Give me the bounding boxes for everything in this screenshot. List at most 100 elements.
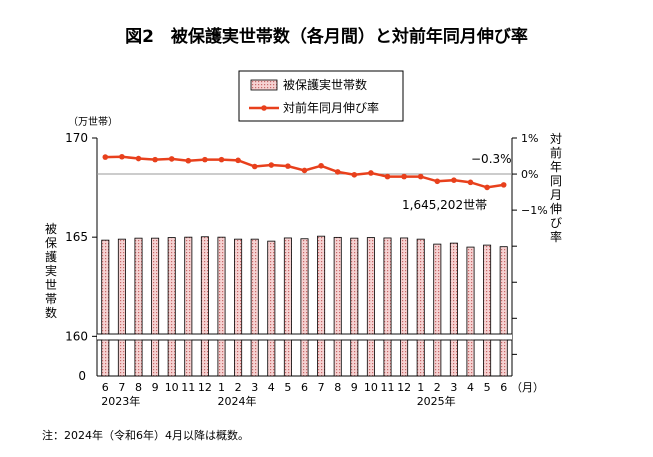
bar-4 (167, 237, 176, 377)
rate-point-9 (251, 163, 258, 170)
bar-5 (184, 236, 193, 377)
bar-24 (499, 246, 508, 377)
rate-point-12 (301, 167, 308, 174)
x-tick-label: 6 (500, 381, 507, 394)
right-axis-title-char: 対 (550, 132, 562, 146)
x-year-label: 2023年 (101, 394, 140, 408)
x-year-label: 2025年 (417, 394, 456, 408)
legend-line-marker (261, 105, 267, 111)
x-tick-label: 1 (218, 381, 225, 394)
right-axis-title-char: 前 (550, 145, 562, 160)
rate-point-0 (102, 154, 109, 160)
x-tick-label: 5 (284, 381, 291, 394)
right-axis-tick-label: 1% (521, 132, 538, 145)
bar-9 (250, 238, 259, 377)
x-tick-label: 9 (351, 381, 358, 394)
left-axis-tick-label: 160 (65, 329, 88, 343)
right-axis-title-char: 年 (550, 160, 562, 174)
bar-11 (283, 237, 292, 377)
bar-3 (151, 237, 160, 377)
left-axis-title-char: 護 (45, 249, 57, 264)
x-tick-label: 3 (450, 381, 457, 394)
x-tick-label: 4 (467, 381, 474, 394)
right-axis-title-char: 伸 (550, 202, 562, 216)
x-tick-label: 6 (301, 381, 308, 394)
x-tick-label: 8 (135, 381, 142, 394)
right-axis-title-char: 同 (550, 174, 562, 188)
bar-1 (117, 238, 126, 377)
legend-bar-swatch (250, 79, 278, 91)
rate-point-22 (467, 179, 474, 186)
bar-23 (483, 244, 492, 377)
left-axis-tick-label: 165 (65, 230, 88, 244)
bar-19 (416, 238, 425, 377)
rate-point-3 (152, 156, 158, 163)
x-tick-label: 5 (484, 381, 491, 394)
rate-point-24 (500, 182, 507, 188)
x-tick-label: 12 (198, 381, 212, 394)
bar-0 (101, 239, 110, 377)
rate-point-23 (484, 184, 490, 191)
left-axis-title-char: 帯 (45, 292, 57, 306)
left-axis-title-char: 被 (45, 222, 57, 236)
x-tick-label: 11 (181, 381, 195, 394)
x-tick-label: 6 (102, 381, 109, 394)
x-year-label: 2024年 (218, 394, 257, 408)
right-axis-tick-label: −1% (521, 204, 548, 217)
x-tick-label: 3 (251, 381, 258, 394)
x-tick-label: 7 (118, 381, 125, 394)
x-tick-label: 9 (152, 381, 159, 394)
rate-point-20 (434, 178, 441, 185)
x-tick-label: 2 (434, 381, 441, 394)
left-axis-title-char: 数 (45, 305, 57, 320)
bar-break-gap (98, 334, 511, 340)
bar-10 (267, 240, 276, 377)
left-axis-tick-label: 170 (65, 131, 88, 145)
right-axis-tick-label: 0% (521, 168, 538, 181)
rate-point-21 (451, 177, 457, 183)
rate-point-1 (119, 153, 125, 160)
rate-point-15 (351, 171, 358, 178)
bar-6 (200, 236, 209, 377)
x-tick-label: 7 (318, 381, 325, 394)
left-axis-title-char: 保 (45, 236, 57, 250)
bar-8 (234, 238, 243, 377)
left-axis-title: 被保護実世帯数 (45, 222, 57, 320)
rate-point-18 (401, 173, 407, 180)
legend: 被保護実世帯数 対前年同月伸び率 (238, 70, 404, 122)
bar-17 (383, 237, 392, 377)
bar-14 (333, 236, 342, 377)
annotation-last-rate: −0.3% (471, 152, 512, 166)
rate-point-16 (368, 170, 374, 176)
legend-line-label: 対前年同月伸び率 (283, 100, 379, 115)
rate-point-4 (168, 156, 175, 162)
bar-2 (134, 237, 143, 377)
bar-7 (217, 236, 226, 377)
legend-bar-label: 被保護実世帯数 (283, 77, 367, 92)
x-tick-label: 4 (268, 381, 275, 394)
rate-point-11 (285, 163, 291, 169)
rate-point-5 (185, 157, 192, 164)
x-tick-label: 1 (417, 381, 424, 394)
annotation-last-count: 1,645,202世帯 (402, 198, 487, 212)
rate-point-14 (334, 169, 341, 175)
footnote: 注：2024年（令和6年）4月以降は概数。 (42, 429, 249, 442)
bar-22 (466, 246, 475, 377)
right-axis-title-char: び (550, 216, 562, 230)
rate-point-10 (268, 162, 275, 168)
right-axis-title-char: 月 (550, 188, 562, 202)
chart-title: 図2 被保護実世帯数（各月間）と対前年同月伸び率 (125, 27, 528, 47)
x-tick-label: 11 (381, 381, 395, 394)
right-axis-title: 対前年同月伸び率 (550, 132, 562, 244)
right-axis-title-char: 率 (550, 229, 562, 244)
rate-point-2 (135, 155, 142, 162)
rate-point-17 (384, 173, 391, 180)
left-axis-unit: （万世帯） (68, 115, 118, 128)
rate-point-19 (417, 173, 424, 180)
rate-point-7 (218, 156, 225, 163)
x-tick-label: 10 (165, 381, 179, 394)
bar-12 (300, 238, 309, 377)
x-tick-label: 10 (364, 381, 378, 394)
x-tick-label: 2 (235, 381, 242, 394)
x-tick-label: 8 (334, 381, 341, 394)
